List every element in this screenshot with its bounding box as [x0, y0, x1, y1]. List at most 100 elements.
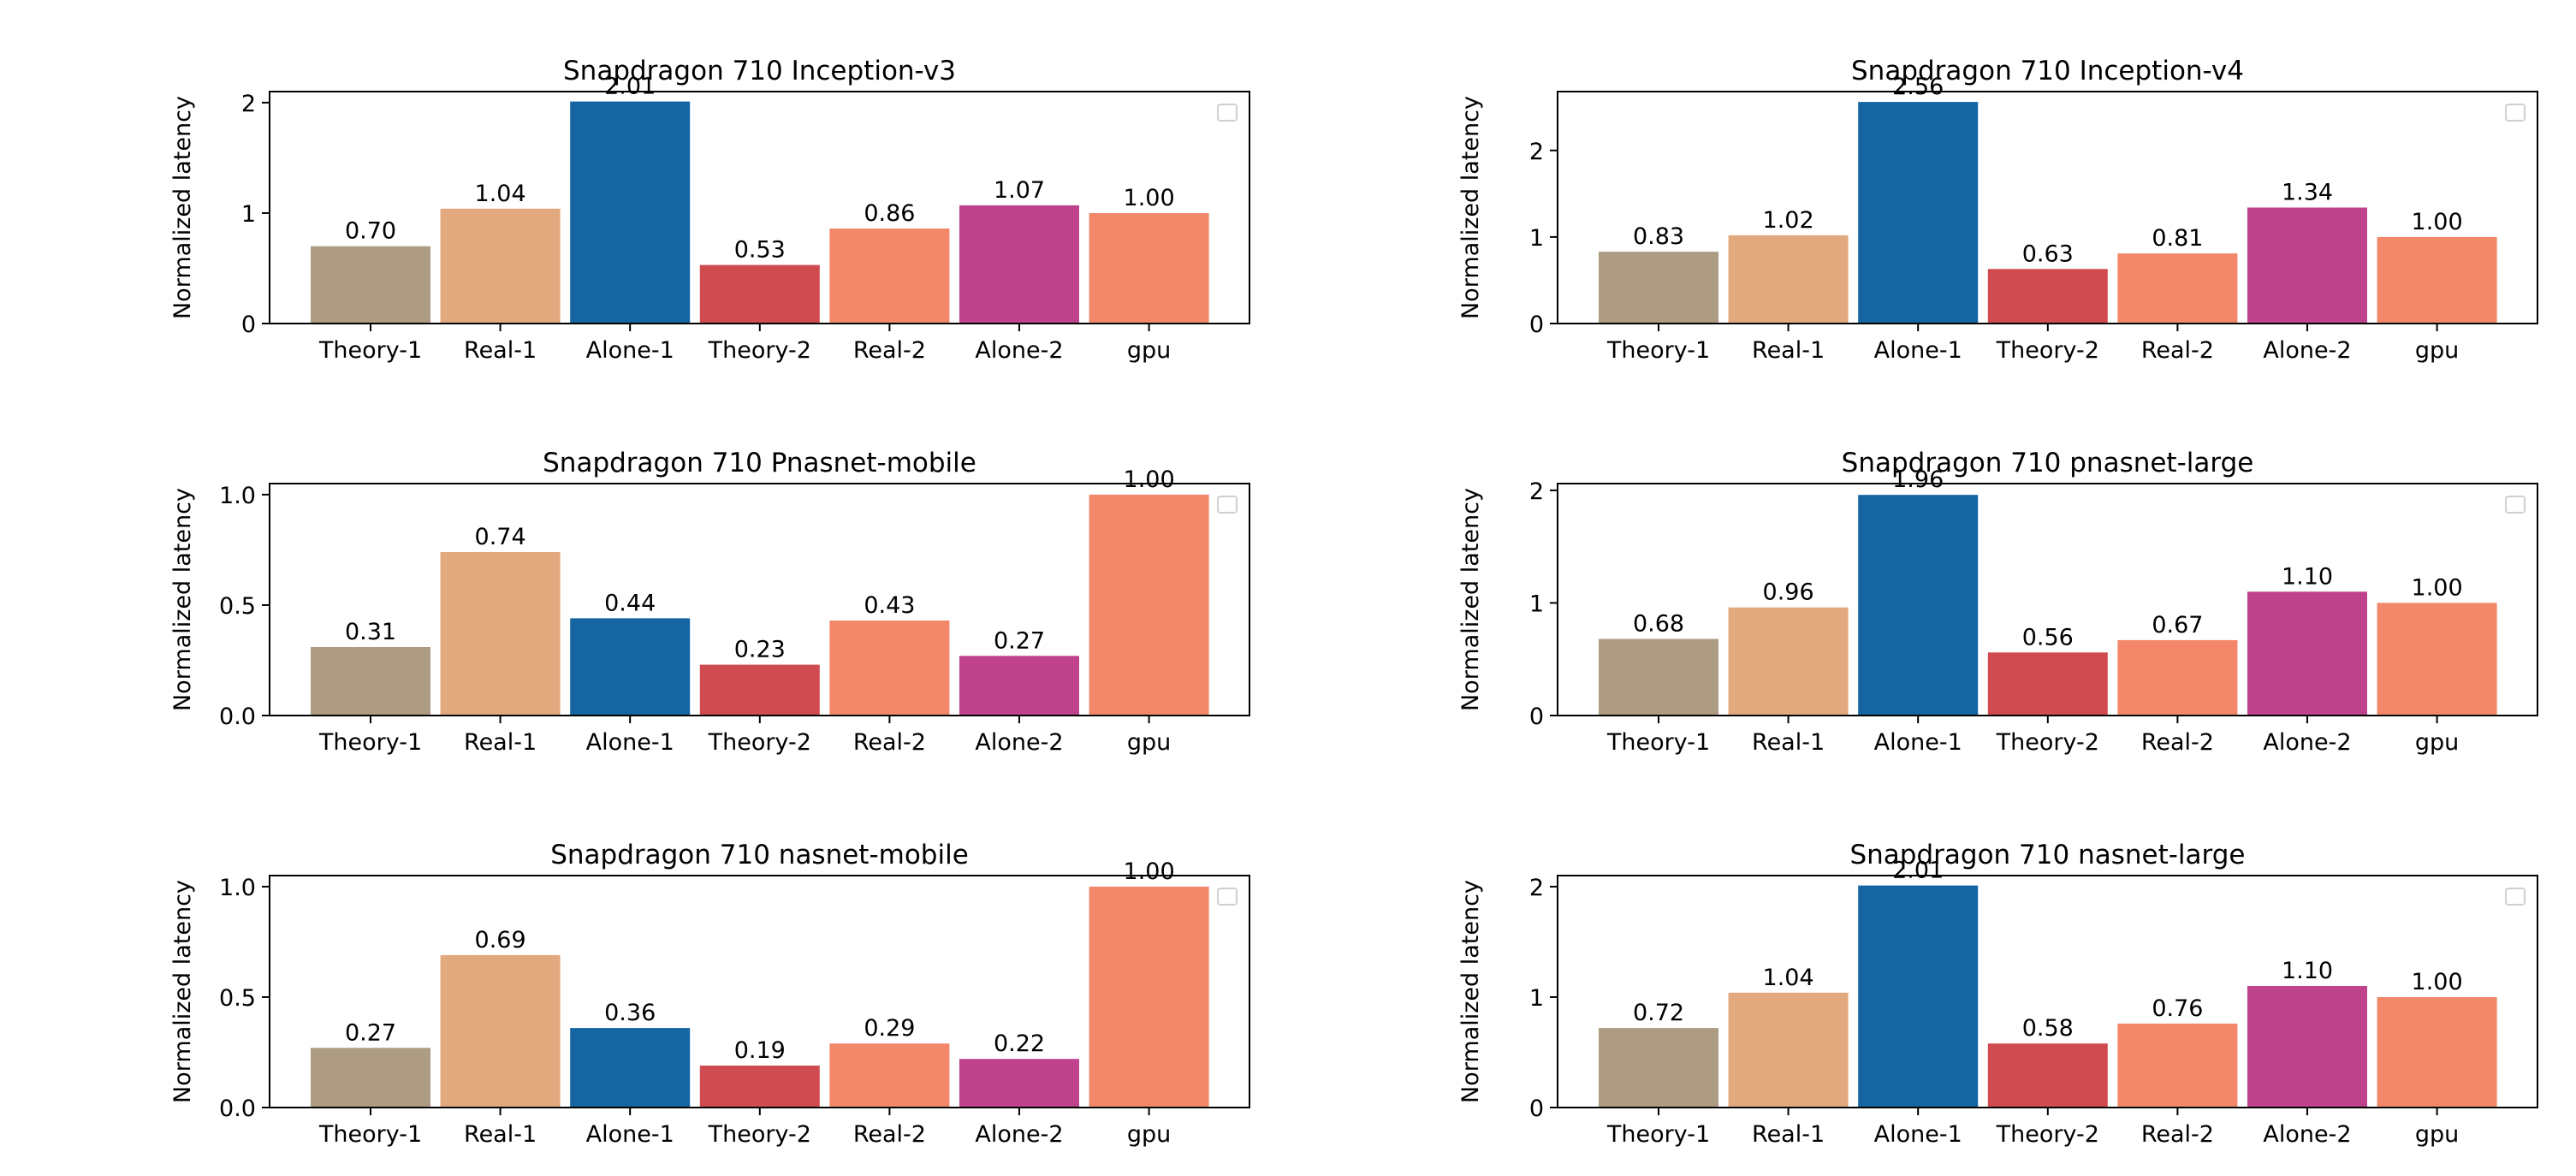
bar-alone-1 — [570, 1028, 691, 1108]
y-axis-label: Normalized latency — [169, 880, 196, 1103]
data-label: 2.56 — [1892, 74, 1944, 100]
x-tick-label: Theory-2 — [1996, 337, 2099, 364]
x-tick-label: Alone-1 — [586, 1121, 674, 1148]
x-tick-label: Theory-2 — [1996, 1121, 2099, 1148]
data-label: 0.74 — [475, 524, 526, 550]
bar-real-2 — [829, 1043, 950, 1108]
y-tick-label: 1 — [241, 201, 256, 228]
y-tick-label: 1 — [1529, 225, 1544, 252]
data-label: 1.10 — [2282, 563, 2333, 590]
bar-theory-2 — [1987, 652, 2108, 716]
bar-alone-1 — [1858, 885, 1979, 1108]
subplot-nasnet-large: Snapdragon 710 nasnet-large Normalized la… — [1288, 784, 2576, 1176]
x-tick-label: Alone-2 — [2263, 1121, 2351, 1148]
x-tick-label: Alone-1 — [586, 337, 674, 364]
bar-real-2 — [829, 229, 950, 324]
chart-title: Snapdragon 710 pnasnet-large — [1842, 448, 2254, 478]
bar-theory-1 — [311, 1048, 430, 1108]
data-label: 1.04 — [475, 181, 526, 207]
x-tick-label: Alone-2 — [975, 337, 1063, 364]
bar-gpu — [1089, 494, 1209, 716]
bar-real-2 — [829, 621, 950, 716]
bar-real-1 — [440, 208, 561, 324]
x-tick-label: Real-1 — [1752, 337, 1825, 364]
data-label: 0.68 — [1633, 611, 1684, 638]
x-tick-label: Theory-2 — [708, 337, 811, 364]
chart-title: Snapdragon 710 nasnet-mobile — [550, 840, 969, 870]
x-tick-label: gpu — [1127, 337, 1171, 364]
legend-box — [2505, 496, 2526, 514]
y-tick-label: 0 — [1529, 1096, 1544, 1122]
bar-alone-2 — [959, 1059, 1079, 1108]
x-tick-label: Real-2 — [853, 337, 926, 364]
y-tick-label: 0.5 — [219, 593, 256, 620]
bar-theory-1 — [1599, 1028, 1718, 1108]
data-label: 0.53 — [734, 237, 786, 264]
data-label: 1.02 — [1763, 207, 1814, 234]
x-tick-label: Real-2 — [853, 1121, 926, 1148]
x-tick-label: Theory-1 — [318, 337, 422, 364]
x-tick-label: Alone-1 — [1874, 729, 1962, 756]
bar-real-1 — [440, 552, 561, 716]
subplot-inception-v4: Snapdragon 710 Inception-v4 Normalized la… — [1288, 0, 2576, 392]
data-label: 1.00 — [2412, 574, 2463, 601]
data-label: 0.44 — [604, 590, 656, 616]
bar-gpu — [2377, 997, 2497, 1108]
bar-gpu — [1089, 886, 1209, 1108]
data-label: 0.43 — [864, 592, 915, 619]
bar-alone-1 — [1858, 102, 1979, 324]
y-tick-label: 1 — [1529, 985, 1544, 1012]
bar-real-2 — [2117, 253, 2238, 324]
x-tick-label: gpu — [1127, 1121, 1171, 1148]
data-label: 0.69 — [475, 927, 526, 953]
bar-gpu — [1089, 213, 1209, 324]
chart-title: Snapdragon 710 Pnasnet-mobile — [543, 448, 976, 478]
bar-theory-2 — [699, 1066, 820, 1108]
bar-gpu — [2377, 236, 2497, 324]
legend-box — [1217, 888, 1238, 906]
data-label: 0.76 — [2152, 995, 2203, 1022]
bar-real-2 — [2117, 1023, 2238, 1108]
chart-svg: Snapdragon 710 Inception-v3 Normalized la… — [169, 56, 1250, 364]
bar-alone-2 — [959, 656, 1079, 716]
y-tick-label: 0.0 — [219, 1096, 256, 1122]
data-label: 1.96 — [1892, 466, 1944, 493]
chart-svg: Snapdragon 710 Inception-v4 Normalized la… — [1457, 56, 2538, 364]
x-tick-label: Real-2 — [2141, 1121, 2214, 1148]
data-label: 0.23 — [734, 637, 786, 663]
bar-real-1 — [1728, 607, 1849, 716]
x-tick-label: Alone-2 — [975, 1121, 1063, 1148]
data-label: 1.00 — [1124, 466, 1175, 493]
bar-gpu — [2377, 603, 2497, 716]
legend-box — [2505, 888, 2526, 906]
data-label: 0.96 — [1763, 579, 1814, 606]
bar-theory-2 — [699, 664, 820, 716]
data-label: 1.34 — [2282, 180, 2333, 206]
x-tick-label: gpu — [2415, 1121, 2459, 1148]
data-label: 0.31 — [345, 619, 396, 645]
legend-box — [1217, 496, 1238, 514]
data-label: 0.70 — [345, 218, 396, 245]
data-label: 0.81 — [2152, 225, 2203, 252]
x-tick-label: Alone-1 — [1874, 1121, 1962, 1148]
x-tick-label: Real-1 — [1752, 729, 1825, 756]
data-label: 2.01 — [1892, 858, 1944, 884]
legend-box — [2505, 104, 2526, 122]
y-tick-label: 0 — [1529, 312, 1544, 338]
legend-box — [1217, 104, 1238, 122]
data-label: 1.00 — [1124, 858, 1175, 885]
y-axis-label: Normalized latency — [169, 96, 196, 319]
data-label: 1.10 — [2282, 958, 2333, 984]
data-label: 0.19 — [734, 1037, 786, 1064]
bar-alone-2 — [2247, 986, 2367, 1108]
bar-alone-2 — [959, 205, 1079, 324]
data-label: 1.00 — [1124, 185, 1175, 211]
data-label: 1.07 — [994, 177, 1045, 204]
x-tick-label: Real-2 — [2141, 729, 2214, 756]
x-tick-label: Theory-1 — [1606, 337, 1710, 364]
y-axis-label: Normalized latency — [169, 488, 196, 711]
data-label: 1.00 — [2412, 209, 2463, 235]
data-label: 2.01 — [604, 74, 656, 100]
y-tick-label: 2 — [1529, 139, 1544, 165]
